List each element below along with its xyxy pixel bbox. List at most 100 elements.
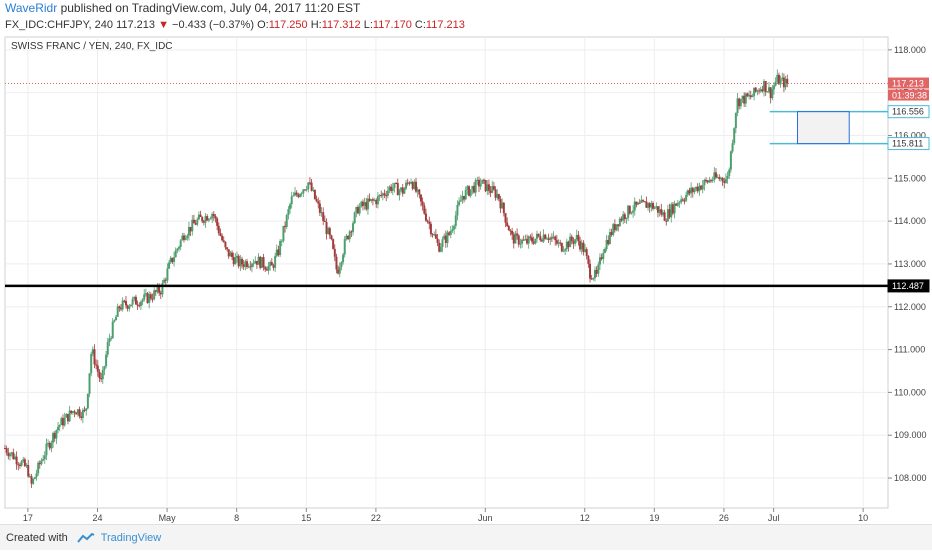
candle-body [656, 206, 659, 213]
candle-body [355, 206, 358, 213]
candle-body [332, 239, 335, 249]
candle-body [590, 278, 593, 280]
candle-body [229, 252, 232, 257]
candle-body [589, 263, 592, 279]
time-axis[interactable]: 17 24 May 8 15 22 Jun 12 19 26 Jul 10 [23, 508, 868, 523]
candle-body [651, 203, 654, 209]
candle-body [482, 179, 485, 181]
price-axis[interactable]: 118.000117.000116.000115.000114.000113.0… [887, 45, 930, 483]
candle-body [373, 199, 376, 201]
candle-body [593, 269, 596, 279]
candle-body [531, 237, 534, 242]
candle-body [50, 442, 53, 449]
candle-body [4, 448, 6, 450]
y-tick-label: 118.000 [894, 45, 926, 55]
candle-body [292, 195, 295, 197]
candle-body [698, 185, 701, 192]
candle-body [728, 169, 731, 176]
candle-body [134, 296, 137, 305]
symbol-label[interactable]: FX_IDC:CHFJPY, 240 [5, 19, 114, 31]
candle-body [439, 246, 442, 252]
candle-body [544, 234, 547, 239]
close-label: C: [414, 19, 426, 31]
candle-body [245, 261, 248, 267]
candle-body [786, 78, 789, 84]
candle-body [497, 194, 500, 200]
tradingview-brand[interactable]: TradingView [100, 532, 162, 544]
candle-body [756, 90, 759, 92]
created-with-text: Created with [6, 532, 68, 544]
candle-body [279, 240, 282, 255]
candle-body [328, 228, 331, 236]
x-tick-label: 19 [649, 513, 659, 523]
candle-body [141, 299, 144, 302]
candle-body [88, 373, 91, 394]
candle-body [660, 209, 663, 215]
candle-body [300, 193, 303, 195]
candle-body [415, 181, 418, 192]
candle-body [781, 77, 784, 79]
candle-body [375, 199, 378, 205]
plot-frame [4, 36, 889, 509]
candle-body [57, 426, 60, 431]
price-chart[interactable]: SWISS FRANC / YEN, 240, FX_IDC 118.000 11… [0, 34, 932, 524]
candle-body [643, 201, 646, 203]
candle-body [584, 249, 587, 252]
footer: Created with TradingView [0, 524, 932, 550]
candle-body [463, 195, 466, 200]
candle-body [777, 74, 780, 85]
candle-body [18, 465, 21, 467]
candle-body [345, 235, 348, 239]
candle-body [637, 202, 640, 205]
candle-body [194, 223, 197, 225]
candle-body [403, 188, 406, 194]
down-arrow-icon: ▼ [158, 19, 169, 31]
candle-body [254, 260, 257, 264]
y-tick-label: 110.000 [894, 387, 926, 397]
author-link[interactable]: WaveRidr [5, 1, 58, 15]
candle-body [111, 321, 114, 339]
candle-body [153, 290, 156, 300]
candle-body [47, 442, 50, 444]
candle-body [73, 411, 76, 413]
candle-body [138, 305, 141, 307]
candle-body [121, 300, 124, 310]
candle-body [572, 241, 575, 244]
candle-body [169, 257, 172, 263]
candle-body [106, 342, 109, 355]
candle-body [40, 460, 43, 465]
drawn-levels[interactable] [5, 83, 888, 288]
candle-body [413, 181, 416, 189]
candle-body [724, 178, 727, 183]
x-tick-label: 22 [371, 513, 381, 523]
candle-body [192, 219, 195, 224]
candle-body [378, 194, 381, 197]
candle-body [244, 261, 247, 267]
candle-body [547, 238, 550, 241]
open-label: O: [257, 19, 269, 31]
candle-body [315, 199, 318, 202]
candle-body [15, 456, 18, 465]
candle-body [352, 223, 355, 232]
candle-body [686, 190, 689, 195]
candle-body [35, 473, 38, 478]
candle-body [302, 189, 305, 194]
candle-body [131, 299, 134, 305]
candle-body [416, 189, 419, 192]
candle-body [653, 207, 656, 209]
candle-body [574, 239, 577, 244]
candle-body [7, 452, 10, 457]
candle-body [569, 236, 572, 248]
candle-body [144, 293, 147, 295]
candle-body [163, 279, 166, 283]
candle-body [668, 209, 671, 218]
candle-body [494, 189, 497, 198]
candle-body [113, 320, 116, 322]
candle-body [96, 365, 99, 372]
candle-body [361, 201, 364, 206]
candle-body [27, 464, 30, 477]
candle-body [418, 189, 421, 195]
candle-body [209, 218, 212, 220]
candle-body [199, 214, 202, 217]
candle-body [222, 240, 225, 242]
